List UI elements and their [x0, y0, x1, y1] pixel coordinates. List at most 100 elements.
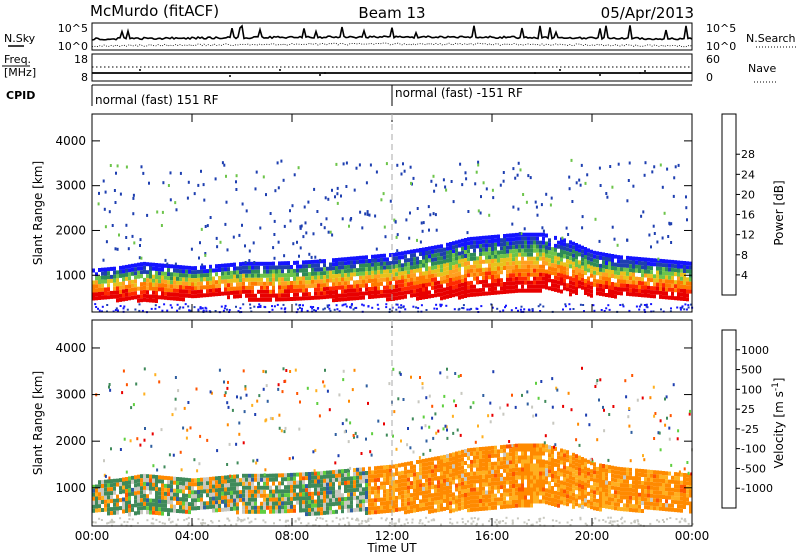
- scatter-cell: [596, 283, 599, 287]
- scatter-cell: [404, 478, 407, 482]
- scatter-cell: [326, 495, 329, 499]
- scatter-cell: [245, 510, 248, 514]
- scatter-cell: [104, 504, 107, 508]
- scatter-cell: [140, 506, 143, 510]
- scatter-cell: [602, 464, 605, 468]
- scatter-cell: [665, 263, 668, 267]
- scatter-cell: [278, 489, 281, 493]
- scatter-cell: [584, 494, 587, 498]
- scatter-cell: [338, 506, 341, 510]
- scatter-cell: [155, 499, 158, 503]
- scatter-cell: [230, 271, 233, 275]
- scatter-cell: [431, 485, 434, 489]
- scatter-cell: [383, 501, 386, 505]
- scatter-cell: [640, 304, 642, 306]
- scatter-cell: [485, 248, 488, 252]
- scatter-cell: [245, 474, 248, 478]
- scatter-cell: [581, 465, 584, 469]
- scatter-cell: [530, 285, 533, 289]
- scatter-cell: [314, 480, 317, 484]
- scatter-cell: [139, 303, 141, 305]
- scatter-cell: [620, 499, 623, 503]
- scatter-cell: [659, 495, 662, 499]
- scatter-cell: [236, 266, 239, 270]
- scatter-cell: [119, 290, 122, 294]
- scatter-cell: [596, 382, 598, 385]
- scatter-cell: [266, 290, 269, 294]
- scatter-cell: [446, 243, 449, 247]
- scatter-cell: [461, 283, 464, 287]
- scatter-cell: [545, 246, 548, 250]
- scatter-cell: [353, 272, 356, 276]
- scatter-cell: [185, 286, 188, 290]
- scatter-cell: [227, 479, 230, 483]
- scatter-cell: [587, 500, 590, 504]
- scatter-cell: [203, 269, 206, 273]
- scatter-cell: [263, 270, 266, 274]
- scatter-cell: [461, 478, 464, 482]
- scatter-cell: [485, 236, 488, 240]
- scatter-cell: [216, 237, 218, 240]
- scatter-cell: [226, 309, 228, 311]
- scatter-cell: [134, 491, 137, 495]
- scatter-cell: [177, 389, 179, 392]
- scatter-cell: [347, 501, 350, 505]
- beam-title: Beam 13: [358, 4, 425, 22]
- scatter-cell: [242, 478, 245, 482]
- scatter-cell: [488, 247, 491, 251]
- scatter-cell: [107, 503, 110, 507]
- scatter-cell: [329, 510, 332, 514]
- scatter-cell: [572, 246, 575, 250]
- scatter-cell: [324, 385, 326, 388]
- scatter-cell: [404, 494, 407, 498]
- scatter-cell: [662, 471, 665, 475]
- scatter-cell: [461, 470, 464, 474]
- scatter-cell: [602, 252, 605, 256]
- scatter-cell: [533, 273, 536, 277]
- scatter-cell: [479, 252, 482, 256]
- scatter-cell: [224, 283, 227, 287]
- scatter-cell: [380, 506, 383, 510]
- scatter-cell: [632, 488, 635, 492]
- scatter-cell: [422, 264, 425, 268]
- scatter-cell: [338, 393, 340, 396]
- scatter-cell: [485, 276, 488, 280]
- scatter-cell: [350, 476, 353, 480]
- scatter-cell: [488, 462, 491, 466]
- scatter-cell: [443, 483, 446, 487]
- scatter-cell: [599, 268, 602, 272]
- scatter-cell: [650, 482, 653, 486]
- scatter-cell: [629, 162, 631, 165]
- scatter-cell: [317, 480, 320, 484]
- scatter-cell: [272, 482, 275, 486]
- scatter-cell: [110, 164, 112, 167]
- scatter-cell: [593, 255, 596, 259]
- scatter-cell: [465, 171, 467, 174]
- scatter-cell: [299, 269, 302, 273]
- scatter-cell: [296, 392, 298, 395]
- scatter-cell: [152, 503, 155, 507]
- scatter-cell: [446, 494, 449, 498]
- scatter-cell: [407, 274, 410, 278]
- scatter-cell: [437, 257, 440, 261]
- scatter-cell: [367, 213, 369, 216]
- scatter-cell: [434, 509, 437, 513]
- scatter-cell: [629, 268, 632, 272]
- scatter-cell: [602, 500, 605, 504]
- scatter-cell: [281, 293, 284, 297]
- scatter-cell: [491, 263, 494, 267]
- scatter-cell: [329, 279, 332, 283]
- scatter-cell: [455, 252, 458, 256]
- scatter-cell: [249, 250, 251, 253]
- scatter-cell: [503, 481, 506, 485]
- scatter-cell: [422, 491, 425, 495]
- scatter-cell: [365, 255, 368, 259]
- scatter-cell: [335, 266, 338, 270]
- scatter-cell: [650, 498, 653, 502]
- scatter-cell: [131, 272, 134, 276]
- scatter-cell: [491, 466, 494, 470]
- scatter-cell: [287, 277, 290, 281]
- scatter-cell: [188, 266, 191, 270]
- scatter-cell: [482, 276, 485, 280]
- scatter-cell: [395, 280, 398, 284]
